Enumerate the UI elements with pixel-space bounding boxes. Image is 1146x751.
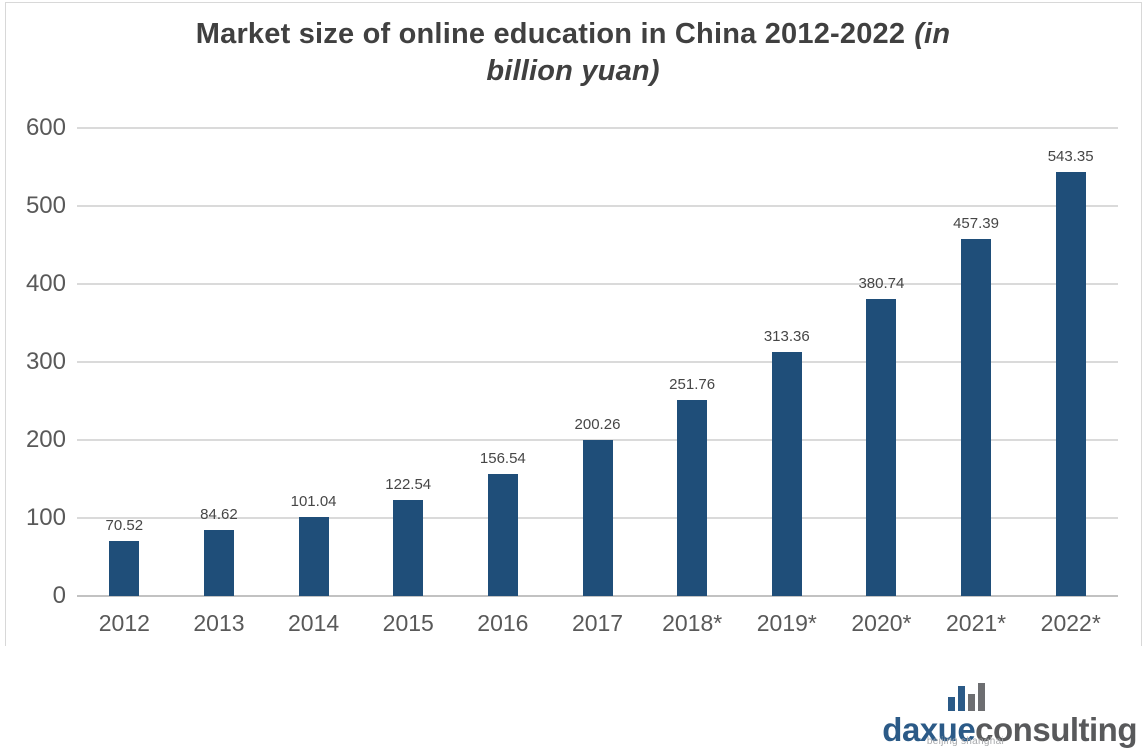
y-axis-tick-200: 200 <box>25 426 66 453</box>
bar-value-label-2014: 101.04 <box>290 493 337 511</box>
y-axis-tick-100: 100 <box>25 504 66 531</box>
x-axis-labels: 2012 2013 2014 2015 2016 2017 2018* 2019* 2020* 2… <box>77 607 1118 639</box>
bar-value-label-2019*: 313.36 <box>763 327 810 345</box>
bar-2020* <box>866 299 897 596</box>
bar-value-label-2022*: 543.35 <box>1047 148 1094 166</box>
x-axis-label-2013: 2013 <box>193 610 245 636</box>
logo-icon-bar <box>968 694 975 711</box>
y-axis-labels: 600 500 400 300 200 100 0 <box>0 0 77 700</box>
bar-2017 <box>582 439 613 596</box>
y-axis-tick-500: 500 <box>25 192 66 219</box>
chart-title-unit-part1: (in <box>914 18 951 50</box>
x-axis-label-2015: 2015 <box>382 610 434 636</box>
bar-value-label-2015: 122.54 <box>385 476 432 494</box>
bar-value-label-2013: 84.62 <box>200 506 238 523</box>
bar-value-label-2020*: 380.74 <box>858 275 905 293</box>
y-axis-tick-600: 600 <box>25 114 66 141</box>
y-axis-tick-300: 300 <box>25 348 66 375</box>
bar-value-label-2012: 70.52 <box>105 517 144 534</box>
bar-value-label-2018*: 251.76 <box>669 375 716 393</box>
gridline-500 <box>77 205 1118 207</box>
bar-2012 <box>109 541 140 596</box>
gridline-300 <box>77 361 1118 363</box>
logo-daxue-text: daxue <box>882 711 976 748</box>
daxue-consulting-logo: daxueconsulting beijing shanghai <box>847 682 1137 750</box>
chart-title-main: Market size of online education in China… <box>195 18 906 50</box>
y-axis-tick-400: 400 <box>25 270 66 297</box>
x-axis-label-2014: 2014 <box>288 610 340 636</box>
gridline-600 <box>77 127 1118 129</box>
logo-icon-bar <box>978 683 985 711</box>
chart-title-line1: Market size of online education in China… <box>0 16 1146 53</box>
bar-2014 <box>298 517 329 596</box>
bar-2021* <box>961 239 992 596</box>
x-axis-label-2012: 2012 <box>98 610 150 636</box>
x-axis-label-2017: 2017 <box>571 610 624 636</box>
bar-2015 <box>393 500 424 596</box>
x-axis-label-2021*: 2021* <box>946 610 1007 636</box>
bar-2022* <box>1055 172 1086 596</box>
bar-2019* <box>771 351 802 596</box>
x-axis-label-2016: 2016 <box>477 610 529 636</box>
x-axis-label-2018*: 2018* <box>662 610 723 636</box>
x-axis-label-2020*: 2020* <box>851 610 912 636</box>
chart-title: Market size of online education in China… <box>0 16 1146 90</box>
bar-2018* <box>677 399 708 596</box>
plot-area: 70.52 84.62 101.04 122.54 156.54 200.26 251.76… <box>77 127 1118 597</box>
gridline-400 <box>77 283 1118 285</box>
x-axis-line <box>77 595 1118 597</box>
y-axis-tick-0: 0 <box>52 582 66 609</box>
x-axis-label-2022*: 2022* <box>1040 610 1101 636</box>
x-axis-label-2019*: 2019* <box>756 610 817 636</box>
chart-title-unit-part2: billion yuan) <box>486 55 660 87</box>
logo-wordmark: daxueconsulting <box>882 713 1137 746</box>
bar-2016 <box>487 473 518 596</box>
bar-chart-icon <box>948 683 985 711</box>
logo-cities-text: beijing shanghai <box>926 736 1004 747</box>
logo-icon-bar <box>958 686 965 711</box>
chart-title-line2: billion yuan) <box>0 53 1146 90</box>
bar-2013 <box>203 530 234 596</box>
logo-icon-bar <box>948 697 955 711</box>
bar-value-label-2017: 200.26 <box>574 415 621 433</box>
logo-consulting-text: consulting <box>975 711 1137 748</box>
bar-value-label-2021*: 457.39 <box>953 215 999 233</box>
bar-value-label-2016: 156.54 <box>479 449 526 467</box>
